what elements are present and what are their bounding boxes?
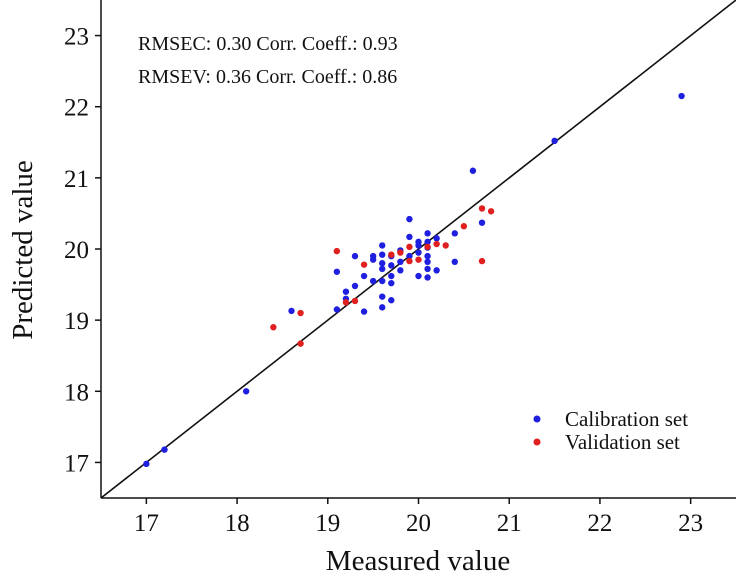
validation-point <box>297 340 304 347</box>
x-tick-label: 20 <box>406 510 431 537</box>
validation-point <box>487 208 495 215</box>
legend-marker-calibration <box>533 415 541 423</box>
validation-point <box>342 299 350 306</box>
calibration-point <box>333 268 341 275</box>
y-tick-label: 19 <box>64 308 89 335</box>
calibration-point <box>369 252 377 260</box>
calibration-point <box>397 258 404 266</box>
calibration-point <box>288 307 295 315</box>
validation-point <box>424 243 431 251</box>
calibration-point <box>424 252 431 260</box>
x-tick-label: 18 <box>225 510 250 537</box>
validation-point <box>415 256 422 263</box>
calibration-point <box>360 272 368 280</box>
calibration-point <box>388 297 395 304</box>
calibration-point <box>406 252 413 260</box>
x-axis-title: Measured value <box>326 545 510 577</box>
calibration-point <box>369 277 377 285</box>
validation-point <box>478 257 486 265</box>
x-tick-label: 22 <box>587 510 612 537</box>
y-tick-label: 17 <box>64 450 89 477</box>
validation-point <box>333 247 341 255</box>
calibration-point <box>478 219 486 226</box>
y-tick-label: 18 <box>64 379 89 406</box>
validation-point <box>360 261 368 268</box>
calibration-point <box>388 279 395 287</box>
calibration-point <box>406 233 413 241</box>
calibration-point <box>451 230 458 237</box>
x-tick-label: 21 <box>497 510 522 537</box>
calibration-point <box>469 167 477 174</box>
validation-point <box>433 240 440 248</box>
calibration-point <box>333 306 341 313</box>
calibration-point <box>379 304 386 311</box>
calibration-point <box>406 215 413 223</box>
validation-point <box>460 223 468 230</box>
calibration-point <box>360 308 368 315</box>
calibration-point <box>451 258 458 266</box>
calibration-point <box>379 277 386 285</box>
calibration-point <box>388 262 395 269</box>
calibration-point <box>551 137 558 145</box>
x-tick-label: 17 <box>134 510 159 537</box>
y-tick-label: 21 <box>64 166 89 193</box>
calibration-point <box>424 274 431 281</box>
legend: Calibration set Validation set <box>533 407 688 454</box>
calibration-point <box>424 258 431 266</box>
stats-annotations: RMSEC: 0.30 Corr. Coeff.: 0.93 RMSEV: 0.… <box>138 33 398 88</box>
calibration-point <box>424 230 431 237</box>
rmsev-annotation: RMSEV: 0.36 Corr. Coeff.: 0.86 <box>138 66 397 88</box>
calibration-point <box>379 251 386 258</box>
x-tick-label: 19 <box>315 510 340 537</box>
calibration-point <box>351 282 359 290</box>
calibration-point <box>379 260 386 267</box>
y-tick-label: 22 <box>64 95 89 122</box>
calibration-point <box>351 252 359 260</box>
y-tick-label: 20 <box>64 237 89 264</box>
plot-area: 17 18 19 20 21 22 23 17 18 19 20 21 22 23 <box>64 0 736 537</box>
validation-point <box>478 205 486 212</box>
validation-point <box>406 257 413 265</box>
validation-point <box>388 251 395 258</box>
calibration-point <box>678 92 685 100</box>
y-axis-title: Predicted value <box>7 160 39 340</box>
calibration-point <box>415 238 422 246</box>
validation-point <box>406 243 413 251</box>
calibration-point <box>379 265 386 273</box>
calibration-point <box>242 388 250 395</box>
validation-point <box>442 242 449 249</box>
legend-label-validation: Validation set <box>565 430 680 454</box>
legend-marker-validation <box>533 438 541 446</box>
validation-point <box>270 324 277 331</box>
calibration-point <box>424 265 431 273</box>
calibration-point <box>424 238 431 246</box>
rmsec-annotation: RMSEC: 0.30 Corr. Coeff.: 0.93 <box>138 33 398 55</box>
y-tick-label: 23 <box>64 24 89 51</box>
validation-point <box>351 297 359 305</box>
calibration-point <box>433 235 440 242</box>
calibration-point <box>379 242 386 249</box>
calibration-point <box>379 293 386 300</box>
calibration-point <box>415 249 422 256</box>
calibration-point <box>397 267 404 274</box>
legend-label-calibration: Calibration set <box>565 407 688 431</box>
calibration-point <box>161 446 168 453</box>
calibration-point <box>433 267 440 274</box>
calibration-point <box>143 460 150 468</box>
identity-line <box>100 0 736 499</box>
x-tick-label: 23 <box>678 510 703 537</box>
validation-point <box>397 249 404 256</box>
calibration-point <box>342 288 350 295</box>
calibration-point <box>388 272 395 280</box>
validation-point <box>297 309 304 317</box>
calibration-point <box>415 272 422 280</box>
